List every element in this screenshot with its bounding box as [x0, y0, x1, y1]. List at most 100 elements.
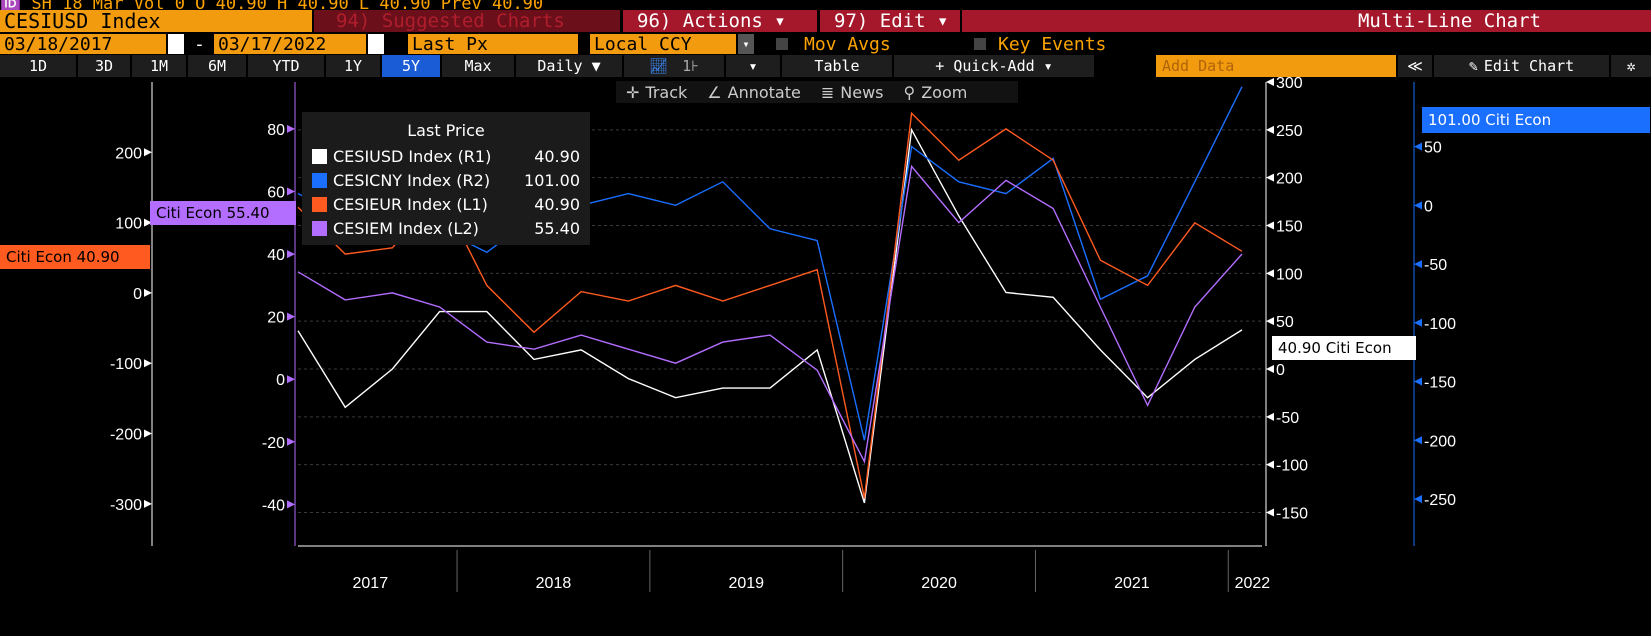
line-style-button[interactable]: 📈︎ 1⊦: [624, 55, 724, 77]
start-date-field[interactable]: 03/18/2017: [0, 34, 166, 55]
chart-type-title: Multi-Line Chart: [962, 10, 1651, 32]
tick-mark: [1266, 269, 1274, 278]
pencil-icon: ✎: [1468, 57, 1478, 75]
suggested-charts-button[interactable]: 94) Suggested Charts: [314, 10, 620, 32]
tick-mark: [287, 124, 295, 133]
legend-item[interactable]: CESIEUR Index (L1) 40.90: [302, 192, 590, 216]
gear-icon[interactable]: ✲: [1611, 55, 1651, 77]
tick-mark: [144, 148, 152, 157]
annotate-icon: ∠: [707, 82, 722, 102]
y-tick-label: -20: [262, 435, 285, 452]
frequency-select[interactable]: Daily ▼: [516, 55, 622, 77]
y-tick-label: 150: [1276, 219, 1303, 236]
ticker-field[interactable]: CESIUSD Index: [0, 9, 312, 33]
chevron-down-icon[interactable]: ▾: [726, 55, 780, 77]
range-button[interactable]: Max: [442, 55, 514, 77]
y-tick-label: 20: [267, 310, 285, 327]
actions-menu[interactable]: 96) Actions ▾: [623, 10, 817, 32]
tick-mark: [144, 288, 152, 297]
x-tick-label: 2020: [921, 575, 957, 592]
tick-mark: [1266, 412, 1274, 421]
calendar-icon[interactable]: [368, 34, 384, 54]
end-date-field[interactable]: 03/17/2022: [214, 34, 366, 55]
y-tick-label: -200: [110, 427, 142, 444]
legend-swatch: [312, 196, 327, 212]
line-chart-icon: 📈︎: [649, 57, 669, 75]
range-button[interactable]: YTD: [248, 55, 324, 77]
track-tool[interactable]: Track: [645, 82, 688, 102]
y-tick-label: -100: [1424, 316, 1456, 333]
add-data-input[interactable]: Add Data: [1156, 55, 1396, 77]
range-bar: 1D 3D 1M 6M YTD 1Y 5Y Max Daily ▼ 📈︎ 1⊦ ▾…: [0, 55, 1651, 77]
edit-chart-button[interactable]: ✎ Edit Chart: [1434, 55, 1609, 77]
y-tick-label: 0: [276, 372, 285, 389]
legend-item[interactable]: CESIEM Index (L2) 55.40: [302, 216, 590, 240]
collapse-button[interactable]: ≪: [1398, 55, 1432, 77]
range-button[interactable]: 6M: [188, 55, 246, 77]
tick-mark: [1414, 495, 1422, 504]
bar-style-icon: 1⊦: [682, 57, 699, 75]
y-tick-label: -40: [262, 497, 285, 514]
checkbox-icon[interactable]: [974, 38, 986, 50]
x-tick-label: 2021: [1114, 575, 1150, 592]
chart-legend: Last Price CESIUSD Index (R1) 40.90 CESI…: [302, 112, 590, 245]
tick-mark: [1266, 508, 1274, 517]
legend-item[interactable]: CESICNY Index (R2) 101.00: [302, 168, 590, 192]
tick-mark: [287, 250, 295, 259]
legend-value: 40.90: [534, 194, 580, 214]
y-tick-label: -100: [110, 356, 142, 373]
r1-last-value-flag: 40.90 Citi Econ: [1272, 336, 1416, 360]
range-button[interactable]: 1D: [0, 55, 76, 77]
news-tool[interactable]: News: [840, 82, 884, 102]
y-tick-label: 200: [115, 145, 142, 162]
mov-avgs-toggle[interactable]: Mov Avgs: [804, 33, 891, 55]
tick-mark: [287, 187, 295, 196]
zoom-tool[interactable]: Zoom: [921, 82, 968, 102]
range-button[interactable]: 1M: [132, 55, 186, 77]
tick-mark: [1266, 221, 1274, 230]
x-tick-label: 2018: [536, 575, 572, 592]
tick-mark: [1266, 460, 1274, 469]
annotate-tool[interactable]: Annotate: [727, 82, 801, 102]
y-tick-label: 100: [1276, 266, 1303, 283]
legend-value: 40.90: [534, 146, 580, 166]
range-button[interactable]: 3D: [78, 55, 130, 77]
range-button[interactable]: 1Y: [326, 55, 380, 77]
y-tick-label: -250: [1424, 492, 1456, 509]
legend-swatch: [312, 172, 327, 188]
tick-mark: [1266, 317, 1274, 326]
y-tick-label: 50: [1276, 314, 1294, 331]
quick-add-button[interactable]: + Quick-Add ▾: [894, 55, 1094, 77]
calendar-icon[interactable]: [168, 34, 184, 54]
range-button-selected[interactable]: 5Y: [382, 55, 440, 77]
tick-mark: [1414, 377, 1422, 386]
tick-mark: [144, 359, 152, 368]
checkbox-icon[interactable]: [776, 38, 788, 50]
x-tick-label: 2019: [728, 575, 764, 592]
l1-last-value-flag: Citi Econ 40.90: [0, 245, 150, 269]
y-tick-label: 200: [1276, 171, 1303, 188]
legend-value: 55.40: [534, 218, 580, 238]
tick-mark: [287, 437, 295, 446]
y-tick-label: 100: [115, 216, 142, 233]
currency-select[interactable]: Local CCY: [590, 34, 736, 55]
y-tick-label: -200: [1424, 433, 1456, 450]
table-button[interactable]: Table: [782, 55, 892, 77]
tick-mark: [144, 429, 152, 438]
chevron-down-icon[interactable]: ▾: [738, 34, 754, 54]
tick-mark: [1414, 318, 1422, 327]
legend-swatch: [312, 148, 327, 164]
y-tick-label: 0: [133, 286, 142, 303]
key-events-toggle[interactable]: Key Events: [998, 33, 1107, 55]
r2-last-value-flag: 101.00 Citi Econ: [1422, 107, 1650, 133]
y-tick-label: 250: [1276, 123, 1303, 140]
legend-swatch: [312, 220, 327, 236]
tick-mark: [1266, 125, 1274, 134]
y-tick-label: 300: [1276, 75, 1303, 92]
legend-value: 101.00: [524, 170, 580, 190]
edit-chart-label: Edit Chart: [1483, 57, 1575, 75]
field-select[interactable]: Last Px: [408, 34, 578, 55]
legend-item[interactable]: CESIUSD Index (R1) 40.90: [302, 144, 590, 168]
header-bar: CESIUSD Index 94) Suggested Charts 96) A…: [0, 9, 1651, 33]
edit-menu[interactable]: 97) Edit ▾: [820, 10, 960, 32]
